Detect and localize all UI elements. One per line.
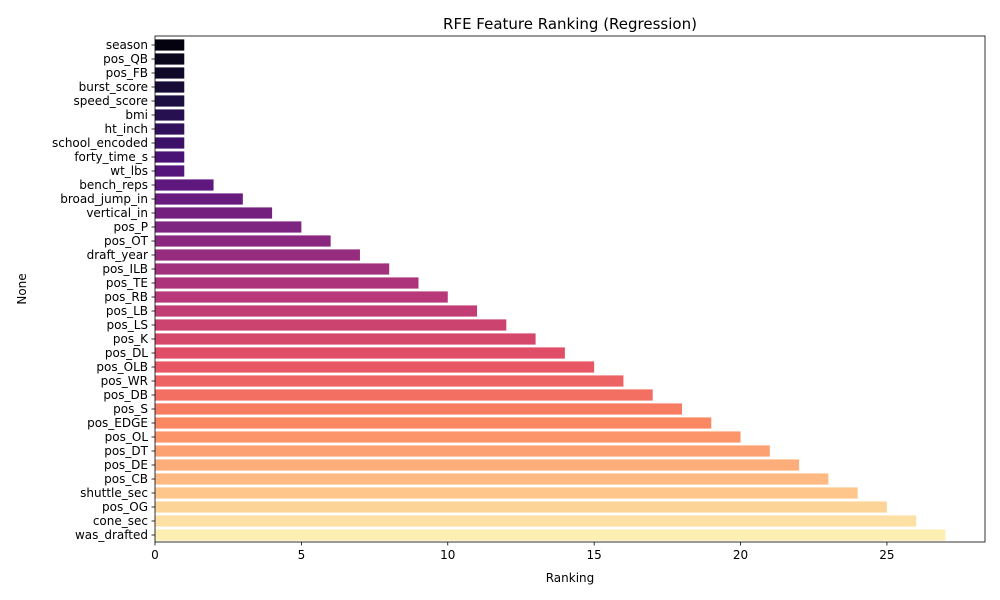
y-tick-label: vertical_in (86, 206, 148, 220)
y-tick-label: pos_LS (106, 318, 148, 332)
chart-title: RFE Feature Ranking (Regression) (443, 15, 697, 33)
y-tick-label: pos_LB (106, 304, 148, 318)
bar-speed-score (155, 95, 185, 107)
y-tick-label: pos_OLB (96, 360, 148, 374)
x-tick-label: 20 (733, 548, 748, 562)
y-tick-label: burst_score (79, 80, 148, 94)
bar-pos-K (155, 333, 536, 345)
bar-pos-ILB (155, 263, 390, 275)
y-tick-label: broad_jump_in (60, 192, 148, 206)
bar-burst-score (155, 81, 185, 93)
x-tick-labels: 0 5 10 15 20 25 (151, 542, 895, 562)
bar-forty-time-s (155, 151, 185, 163)
y-tick-label: forty_time_s (74, 150, 148, 164)
y-tick-label: pos_RB (104, 290, 148, 304)
y-tick-label: bench_reps (79, 178, 148, 192)
y-tick-label: pos_TE (106, 276, 148, 290)
y-tick-label: pos_OT (104, 234, 149, 248)
bar-pos-CB (155, 473, 829, 485)
y-tick-label: pos_OL (105, 430, 149, 444)
y-tick-label: pos_WR (101, 374, 148, 388)
bar-bmi (155, 109, 185, 121)
y-tick-label: pos_K (113, 332, 149, 346)
bar-draft-year (155, 249, 360, 261)
bar-pos-WR (155, 375, 624, 387)
y-axis-label: None (15, 273, 29, 304)
y-tick-label: bmi (125, 108, 148, 122)
y-tick-label: was_drafted (75, 528, 148, 542)
bar-pos-RB (155, 291, 448, 303)
y-tick-label: pos_DT (104, 444, 148, 458)
bar-broad-jump-in (155, 193, 243, 205)
x-tick-label: 25 (879, 548, 894, 562)
bar-pos-TE (155, 277, 419, 289)
y-tick-label: pos_P (114, 220, 148, 234)
bar-pos-LB (155, 305, 478, 317)
y-tick-label: cone_sec (93, 514, 148, 528)
y-tick-label: wt_lbs (110, 164, 148, 178)
bar-pos-OLB (155, 361, 595, 373)
bar-pos-OG (155, 501, 887, 513)
bar-pos-DE (155, 459, 800, 471)
bar-shuttle-sec (155, 487, 858, 499)
x-tick-label: 5 (298, 548, 306, 562)
y-tick-label: draft_year (87, 248, 148, 262)
bar-pos-OL (155, 431, 741, 443)
bar-vertical-in (155, 207, 273, 219)
bar-pos-DB (155, 389, 653, 401)
bar-pos-DL (155, 347, 565, 359)
y-tick-label: pos_DL (105, 346, 148, 360)
bar-pos-QB (155, 53, 185, 65)
bar-pos-OT (155, 235, 331, 247)
plot-frame (154, 35, 986, 543)
bar-bench-reps (155, 179, 214, 191)
y-tick-label: school_encoded (52, 136, 148, 150)
bar-wt-lbs (155, 165, 185, 177)
y-tick-label: pos_OG (102, 500, 148, 514)
bars-layer (155, 39, 946, 541)
bar-ht-inch (155, 123, 185, 135)
x-axis-label: Ranking (546, 571, 595, 585)
x-tick-label: 0 (151, 548, 159, 562)
y-tick-labels: seasonpos_QBpos_FBburst_scorespeed_score… (52, 38, 155, 542)
y-tick-label: pos_CB (104, 472, 148, 486)
bar-pos-FB (155, 67, 185, 79)
bar-pos-P (155, 221, 302, 233)
bar-pos-S (155, 403, 682, 415)
y-tick-label: pos_ILB (102, 262, 148, 276)
bar-school-encoded (155, 137, 185, 149)
x-tick-label: 10 (440, 548, 455, 562)
y-tick-label: season (106, 38, 148, 52)
bar-pos-DT (155, 445, 770, 457)
bar-season (155, 39, 185, 51)
bar-was-drafted (155, 529, 946, 541)
y-tick-label: pos_FB (106, 66, 148, 80)
y-tick-label: pos_EDGE (87, 416, 148, 430)
y-tick-label: pos_DE (104, 458, 148, 472)
y-tick-label: speed_score (74, 94, 149, 108)
y-tick-label: ht_inch (105, 122, 148, 136)
bar-pos-EDGE (155, 417, 712, 429)
y-tick-label: pos_DB (103, 388, 148, 402)
y-tick-label: shuttle_sec (80, 486, 148, 500)
y-tick-label: pos_QB (103, 52, 148, 66)
bar-pos-LS (155, 319, 507, 331)
y-tick-label: pos_S (113, 402, 148, 416)
bar-cone-sec (155, 515, 917, 527)
x-tick-label: 15 (587, 548, 602, 562)
